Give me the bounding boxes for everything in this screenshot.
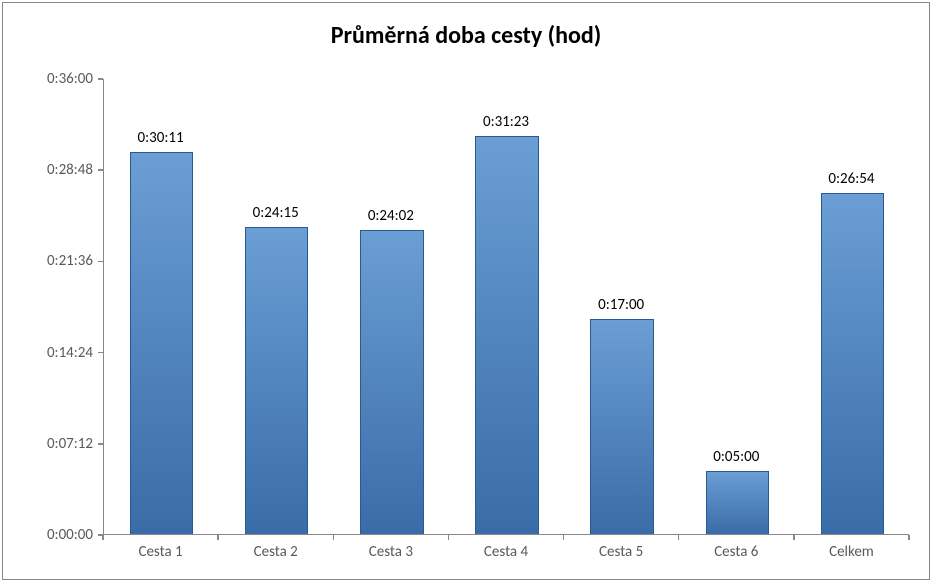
y-axis-tick-mark bbox=[98, 78, 103, 80]
bar bbox=[821, 193, 884, 534]
x-axis-tick-label: Cesta 1 bbox=[138, 543, 182, 561]
y-axis-tick-mark bbox=[98, 352, 103, 354]
chart-title: Průměrná doba cesty (hod) bbox=[3, 3, 929, 50]
y-axis-tick-label: 0:21:36 bbox=[3, 252, 93, 270]
bar bbox=[590, 319, 653, 534]
x-axis-tick-mark bbox=[563, 535, 565, 540]
bar-data-label: 0:17:00 bbox=[598, 296, 644, 314]
y-axis-tick-mark bbox=[98, 261, 103, 263]
bar-data-label: 0:24:02 bbox=[368, 207, 414, 225]
y-axis-tick-label: 0:28:48 bbox=[3, 161, 93, 179]
bar-data-label: 0:31:23 bbox=[483, 113, 529, 131]
x-axis-tick-label: Celkem bbox=[829, 543, 874, 561]
y-axis-tick-mark bbox=[98, 443, 103, 445]
x-axis-tick-label: Cesta 3 bbox=[369, 543, 413, 561]
chart-container: Průměrná doba cesty (hod) 0:00:00 0:07:12… bbox=[2, 2, 930, 580]
bar bbox=[360, 230, 423, 534]
bar-data-label: 0:24:15 bbox=[253, 204, 299, 222]
x-axis-tick-label: Cesta 5 bbox=[599, 543, 643, 561]
x-axis-tick-mark bbox=[678, 535, 680, 540]
plot-area bbox=[103, 79, 909, 535]
y-axis-tick-label: 0:36:00 bbox=[3, 70, 93, 88]
x-axis-tick-mark bbox=[217, 535, 219, 540]
y-axis-tick-label: 0:14:24 bbox=[3, 344, 93, 362]
y-axis-tick-mark bbox=[98, 169, 103, 171]
x-axis-tick-mark bbox=[102, 535, 104, 540]
bar bbox=[245, 227, 308, 534]
y-axis-tick-label: 0:07:12 bbox=[3, 435, 93, 453]
bar bbox=[475, 136, 538, 534]
x-axis-tick-mark bbox=[333, 535, 335, 540]
x-axis-tick-label: Cesta 2 bbox=[254, 543, 298, 561]
bar-data-label: 0:26:54 bbox=[828, 170, 874, 188]
bar-data-label: 0:05:00 bbox=[713, 448, 759, 466]
y-axis-tick-label: 0:00:00 bbox=[3, 526, 93, 544]
x-axis-tick-label: Cesta 4 bbox=[484, 543, 528, 561]
bar bbox=[706, 471, 769, 534]
bar-data-label: 0:30:11 bbox=[138, 129, 184, 147]
bar bbox=[130, 152, 193, 534]
x-axis-tick-label: Cesta 6 bbox=[714, 543, 758, 561]
x-axis-tick-mark bbox=[793, 535, 795, 540]
x-axis-tick-mark bbox=[448, 535, 450, 540]
x-axis-tick-mark bbox=[908, 535, 910, 540]
